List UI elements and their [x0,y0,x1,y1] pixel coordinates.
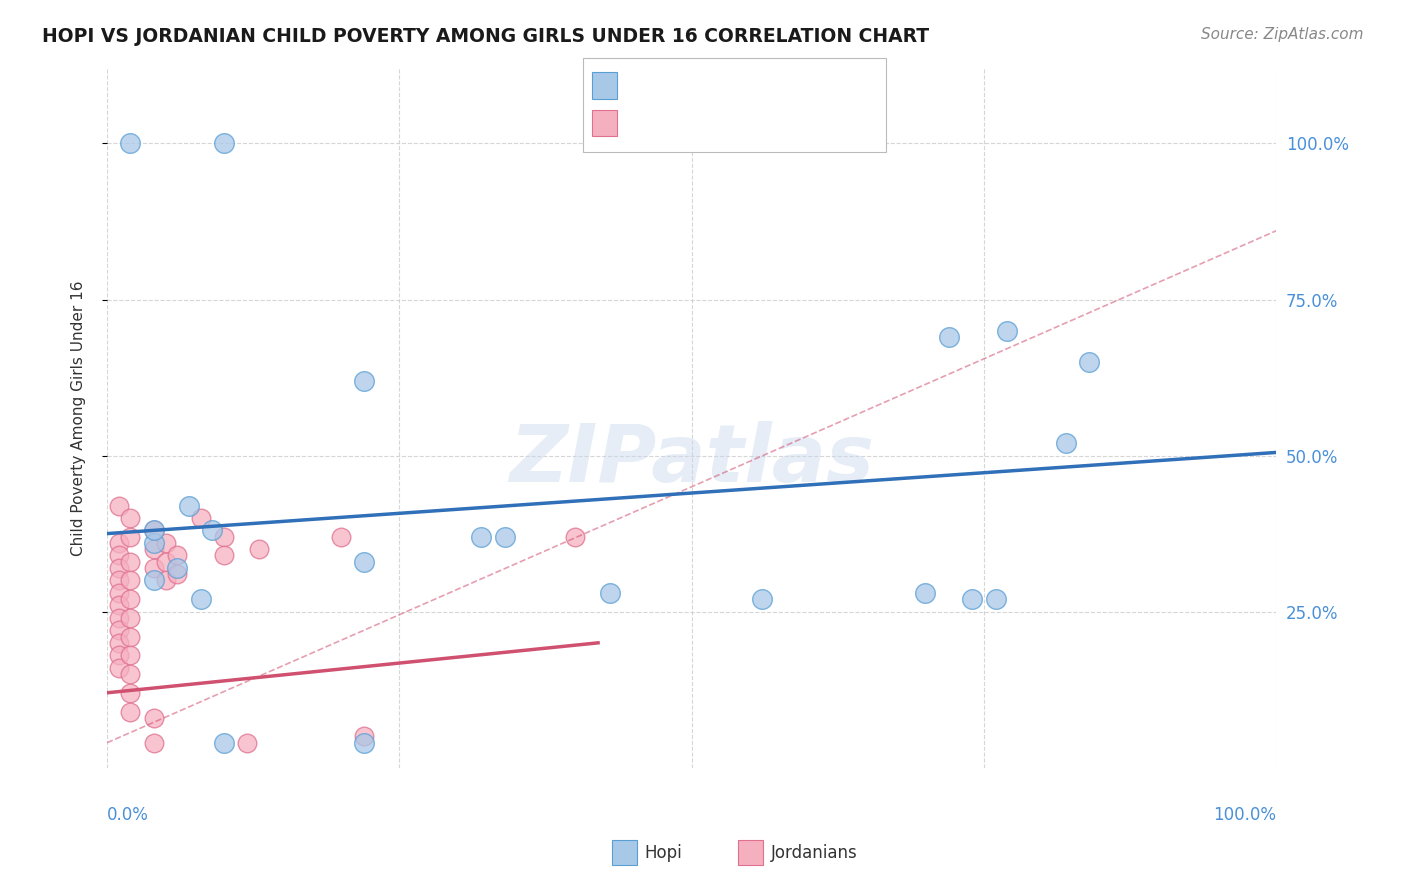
Point [120,611,142,625]
Point [995,324,1018,338]
Point [236,736,259,750]
Point [190,592,212,607]
Point [142,574,165,588]
Point [107,549,129,563]
Point [177,499,200,513]
Point [107,574,129,588]
Point [107,661,129,675]
Point [142,736,165,750]
Point [353,555,375,569]
Point [353,736,375,750]
Point [353,374,375,388]
Point [142,524,165,538]
Point [599,586,621,600]
Point [107,586,129,600]
Point [107,636,129,650]
Text: Source: ZipAtlas.com: Source: ZipAtlas.com [1201,27,1364,42]
Point [142,711,165,725]
Point [1078,355,1101,369]
Point [107,648,129,663]
Point [120,136,142,151]
Point [960,592,983,607]
Point [329,530,352,544]
Point [107,624,129,638]
Point [120,648,142,663]
Point [751,592,773,607]
Point [142,524,165,538]
Text: R = 0.207    N = 24: R = 0.207 N = 24 [626,74,801,92]
Point [353,730,375,744]
Point [155,574,177,588]
Point [107,611,129,625]
Point [107,561,129,575]
Point [190,511,212,525]
Point [120,686,142,700]
Y-axis label: Child Poverty Among Girls Under 16: Child Poverty Among Girls Under 16 [72,280,86,556]
Point [166,567,188,582]
Point [166,549,188,563]
Point [107,536,129,550]
Point [142,561,165,575]
Text: Hopi: Hopi [644,844,682,862]
Text: 100.0%: 100.0% [1213,806,1277,824]
Point [120,555,142,569]
Point [470,530,492,544]
Text: 0.0%: 0.0% [107,806,149,824]
Point [212,549,235,563]
Point [120,667,142,681]
Point [107,499,129,513]
Point [938,330,960,344]
Point [142,536,165,550]
Point [120,574,142,588]
Point [142,542,165,557]
Point [120,530,142,544]
Point [494,530,516,544]
Point [120,511,142,525]
Point [564,530,586,544]
Point [212,136,235,151]
Text: HOPI VS JORDANIAN CHILD POVERTY AMONG GIRLS UNDER 16 CORRELATION CHART: HOPI VS JORDANIAN CHILD POVERTY AMONG GI… [42,27,929,45]
Point [155,536,177,550]
Point [155,555,177,569]
Point [914,586,936,600]
Point [201,524,224,538]
Point [984,592,1007,607]
Text: ZIPatlas: ZIPatlas [509,421,875,499]
Point [212,530,235,544]
Text: Jordanians: Jordanians [770,844,858,862]
Point [212,736,235,750]
Point [166,561,188,575]
Point [120,630,142,644]
Point [120,705,142,719]
Point [1054,436,1077,450]
Point [120,592,142,607]
Point [247,542,270,557]
Point [107,599,129,613]
Text: R = 0.152    N = 42: R = 0.152 N = 42 [626,112,801,129]
